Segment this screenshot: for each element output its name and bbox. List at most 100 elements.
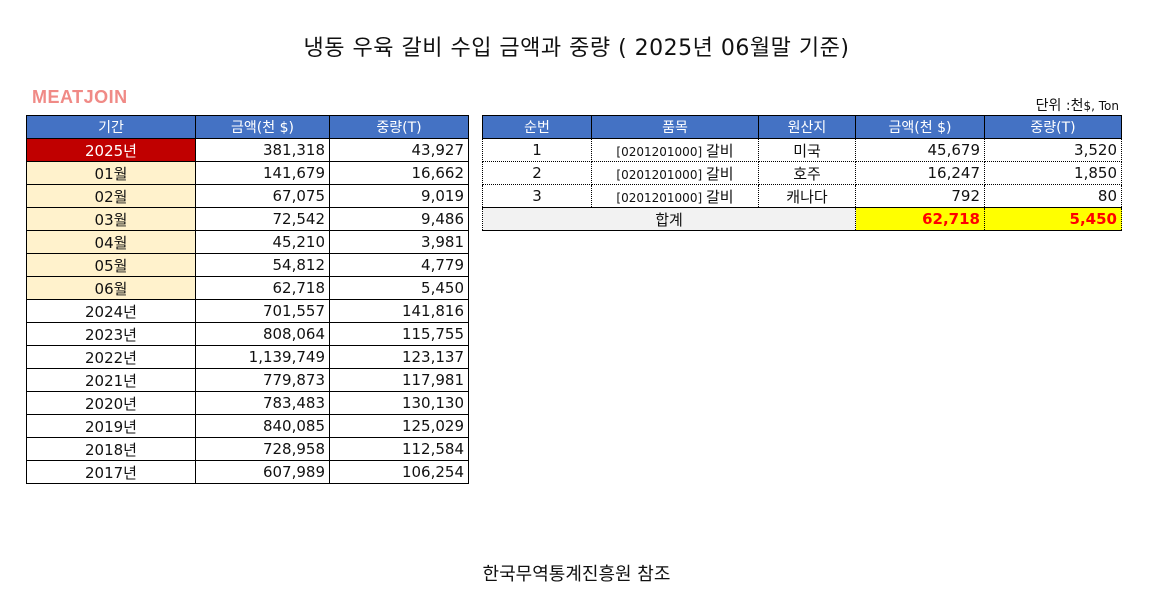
amount-cell: 141,679 <box>195 161 330 185</box>
amount-cell: 792 <box>855 184 985 208</box>
amount-cell: 54,812 <box>195 253 330 277</box>
table-header-row: 기간 금액(천 $) 중량(T) <box>26 115 469 139</box>
amount-cell: 381,318 <box>195 138 330 162</box>
source-note: 한국무역통계진흥원 참조 <box>482 564 671 585</box>
period-cell: 2024년 <box>26 299 196 323</box>
weight-cell: 5,450 <box>329 276 469 300</box>
item-cell: [0201201000] 갈비 <box>591 184 759 208</box>
table-row: 01월 141,679 16,662 <box>26 161 469 185</box>
amount-cell: 808,064 <box>195 322 330 346</box>
item-name: 갈비 <box>705 187 734 206</box>
table-row: 2018년 728,958 112,584 <box>26 437 469 461</box>
amount-cell: 45,679 <box>855 138 985 162</box>
amount-cell: 16,247 <box>855 161 985 185</box>
amount-cell: 45,210 <box>195 230 330 254</box>
rank-cell: 1 <box>482 138 592 162</box>
total-label: 합계 <box>482 207 856 231</box>
period-cell: 03월 <box>26 207 196 231</box>
period-cell: 06월 <box>26 276 196 300</box>
table-row: 2025년 381,318 43,927 <box>26 138 469 162</box>
period-cell: 05월 <box>26 253 196 277</box>
table-row: 2021년 779,873 117,981 <box>26 368 469 392</box>
origin-import-table: 순번 품목 원산지 금액(천 $) 중량(T) 1 [0201201000] 갈… <box>482 115 1122 231</box>
period-cell: 2025년 <box>26 138 196 162</box>
amount-cell: 783,483 <box>195 391 330 415</box>
period-cell: 2021년 <box>26 368 196 392</box>
table-row: 2017년 607,989 106,254 <box>26 460 469 484</box>
item-code: [0201201000] <box>616 167 703 182</box>
header-amount: 금액(천 $) <box>855 115 985 139</box>
weight-cell: 4,779 <box>329 253 469 277</box>
weight-cell: 123,137 <box>329 345 469 369</box>
table-row: 2024년 701,557 141,816 <box>26 299 469 323</box>
header-origin: 원산지 <box>758 115 856 139</box>
rank-cell: 3 <box>482 184 592 208</box>
total-weight: 5,450 <box>984 207 1122 231</box>
amount-cell: 1,139,749 <box>195 345 330 369</box>
period-cell: 2020년 <box>26 391 196 415</box>
period-cell: 04월 <box>26 230 196 254</box>
period-import-table: 기간 금액(천 $) 중량(T) 2025년 381,318 43,927 01… <box>26 115 469 484</box>
period-cell: 02월 <box>26 184 196 208</box>
weight-cell: 80 <box>984 184 1122 208</box>
weight-cell: 1,850 <box>984 161 1122 185</box>
header-amount: 금액(천 $) <box>195 115 330 139</box>
total-row: 합계 62,718 5,450 <box>482 207 1122 231</box>
weight-cell: 9,486 <box>329 207 469 231</box>
table-row: 03월 72,542 9,486 <box>26 207 469 231</box>
header-period: 기간 <box>26 115 196 139</box>
item-cell: [0201201000] 갈비 <box>591 161 759 185</box>
period-cell: 2023년 <box>26 322 196 346</box>
amount-cell: 728,958 <box>195 437 330 461</box>
weight-cell: 43,927 <box>329 138 469 162</box>
amount-cell: 67,075 <box>195 184 330 208</box>
weight-cell: 16,662 <box>329 161 469 185</box>
unit-note: 단위 :천$, Ton <box>1036 95 1119 115</box>
item-name: 갈비 <box>705 141 734 160</box>
total-amount: 62,718 <box>855 207 985 231</box>
weight-cell: 112,584 <box>329 437 469 461</box>
item-code: [0201201000] <box>616 190 703 205</box>
weight-cell: 106,254 <box>329 460 469 484</box>
table-row: 05월 54,812 4,779 <box>26 253 469 277</box>
origin-cell: 미국 <box>758 138 856 162</box>
weight-cell: 3,981 <box>329 230 469 254</box>
header-weight: 중량(T) <box>329 115 469 139</box>
weight-cell: 115,755 <box>329 322 469 346</box>
amount-cell: 701,557 <box>195 299 330 323</box>
period-cell: 01월 <box>26 161 196 185</box>
origin-cell: 호주 <box>758 161 856 185</box>
table-row: 2022년 1,139,749 123,137 <box>26 345 469 369</box>
table-row: 1 [0201201000] 갈비 미국 45,679 3,520 <box>482 138 1122 162</box>
weight-cell: 9,019 <box>329 184 469 208</box>
weight-cell: 125,029 <box>329 414 469 438</box>
amount-cell: 779,873 <box>195 368 330 392</box>
amount-cell: 72,542 <box>195 207 330 231</box>
period-cell: 2018년 <box>26 437 196 461</box>
meatjoin-logo: MEATJOIN <box>32 87 128 107</box>
weight-cell: 3,520 <box>984 138 1122 162</box>
period-cell: 2019년 <box>26 414 196 438</box>
table-header-row: 순번 품목 원산지 금액(천 $) 중량(T) <box>482 115 1122 139</box>
table-row: 2 [0201201000] 갈비 호주 16,247 1,850 <box>482 161 1122 185</box>
table-row: 04월 45,210 3,981 <box>26 230 469 254</box>
table-row: 02월 67,075 9,019 <box>26 184 469 208</box>
table-row: 2023년 808,064 115,755 <box>26 322 469 346</box>
page-title: 냉동 우육 갈비 수입 금액과 중량 ( 2025년 06월말 기준) <box>303 36 850 61</box>
weight-cell: 141,816 <box>329 299 469 323</box>
unit-prefix: 단위 :천 <box>1035 98 1084 114</box>
header-weight: 중량(T) <box>984 115 1122 139</box>
amount-cell: 840,085 <box>195 414 330 438</box>
weight-cell: 117,981 <box>329 368 469 392</box>
rank-cell: 2 <box>482 161 592 185</box>
period-cell: 2017년 <box>26 460 196 484</box>
weight-cell: 130,130 <box>329 391 469 415</box>
item-code: [0201201000] <box>616 144 703 159</box>
unit-suffix: $, Ton <box>1083 99 1119 113</box>
item-name: 갈비 <box>705 164 734 183</box>
amount-cell: 607,989 <box>195 460 330 484</box>
table-row: 3 [0201201000] 갈비 캐나다 792 80 <box>482 184 1122 208</box>
origin-cell: 캐나다 <box>758 184 856 208</box>
period-cell: 2022년 <box>26 345 196 369</box>
table-row: 2019년 840,085 125,029 <box>26 414 469 438</box>
